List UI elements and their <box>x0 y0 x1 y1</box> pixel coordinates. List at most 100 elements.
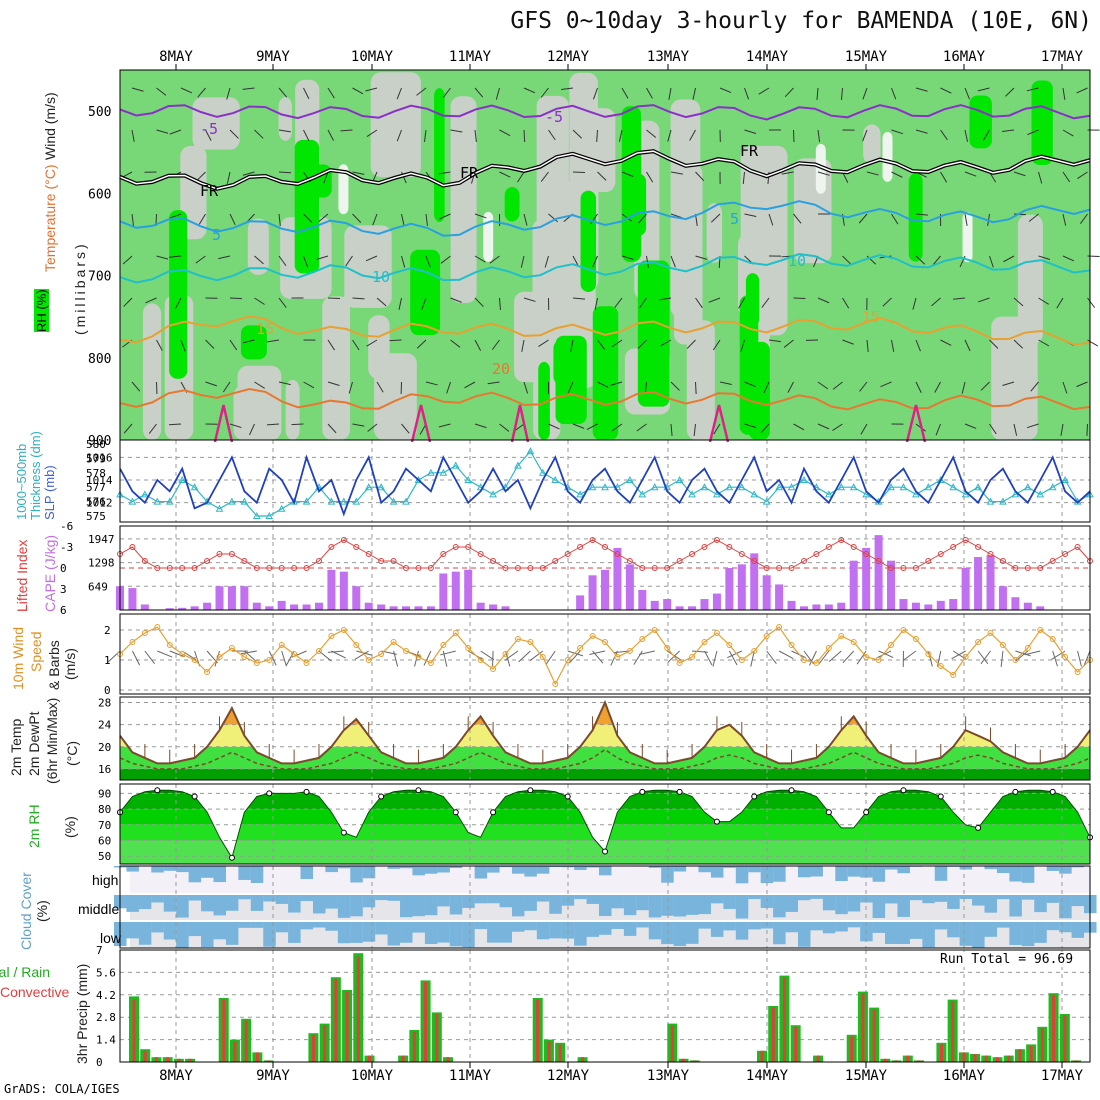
wind-barb <box>122 255 133 265</box>
cloud-bar <box>586 866 600 868</box>
wind-barb <box>964 213 968 226</box>
wind-speed-point <box>427 660 434 666</box>
contour-5 <box>119 200 1091 237</box>
cape-bar <box>352 586 361 610</box>
precip-conv-bar <box>996 1057 999 1062</box>
wind-barb <box>303 381 315 389</box>
wind-barb-10m <box>529 650 544 661</box>
wind-barb <box>303 255 309 268</box>
wind-barb-10m <box>778 650 794 659</box>
li-point <box>539 565 546 571</box>
cape-bar <box>775 584 784 610</box>
wind-speed-point <box>253 660 260 666</box>
cloud-bar <box>312 922 326 928</box>
cloud-bar <box>151 922 164 933</box>
contour-label: 15 <box>256 320 274 338</box>
wind-barb <box>832 423 843 431</box>
wind-speed-point <box>850 639 857 645</box>
cloud-bar <box>972 895 985 906</box>
thickness-point <box>675 475 684 483</box>
precip-conv-bar <box>424 982 428 1062</box>
cloud-bar <box>748 866 761 873</box>
li-tick: 6 <box>60 604 67 617</box>
thickness-point <box>551 475 560 483</box>
precip-conv-bar <box>1040 1028 1044 1062</box>
wind-speed-point <box>166 642 173 648</box>
cape-tick: 649 <box>88 580 108 593</box>
cloud-bar <box>288 922 301 943</box>
li-point <box>514 565 521 571</box>
wind-barb <box>1013 423 1018 436</box>
wind-barb <box>196 171 206 181</box>
wind-speed-point <box>602 639 608 645</box>
thickness-point <box>737 483 746 491</box>
cloud-bar <box>163 866 177 871</box>
precip-conv-bar <box>861 993 865 1062</box>
wind-barb <box>740 339 745 352</box>
wind-barb-10m <box>902 650 917 661</box>
thickness-point <box>775 483 783 491</box>
wind-barb <box>218 255 231 260</box>
cloud-bar <box>710 866 724 878</box>
cloud-bar <box>176 866 189 873</box>
thickness-tick: 577 <box>86 481 106 494</box>
wind-barb <box>521 339 525 352</box>
cape-bar <box>476 602 485 610</box>
li-point <box>253 565 260 571</box>
cape-frame <box>119 525 1091 611</box>
day-label-top: 14MAY <box>746 49 789 65</box>
li-point <box>452 544 459 550</box>
day-label-top: 15MAY <box>845 49 888 65</box>
wind-barb <box>169 129 182 135</box>
cloud-bar <box>847 895 861 912</box>
cloud-bar <box>897 866 910 874</box>
thickness-point <box>650 483 659 491</box>
li-point <box>651 565 658 571</box>
cape-bar <box>874 535 883 610</box>
thickness-tick: 580 <box>86 438 106 451</box>
li-point <box>701 544 708 550</box>
wind-barb <box>266 423 280 426</box>
cape-tick: 1298 <box>88 557 115 570</box>
cape-bar <box>165 608 174 610</box>
cloud-bar <box>934 922 948 930</box>
cloud-bar <box>860 866 873 878</box>
wind-barb <box>513 423 525 432</box>
cloud-bar <box>487 895 500 904</box>
wind-barb <box>646 171 654 183</box>
li-point <box>863 551 870 557</box>
wind-barb <box>670 171 683 175</box>
cape-bar <box>899 599 908 610</box>
li-point <box>875 558 882 564</box>
thickness-point <box>228 497 236 505</box>
li-point <box>129 544 136 550</box>
cloud-bar <box>1059 895 1072 919</box>
precip-conv-bar <box>939 1044 943 1062</box>
precip-conv-bar <box>345 991 349 1062</box>
cloud-level-high: high <box>92 872 119 888</box>
li-point <box>639 565 646 571</box>
wind-barb <box>446 381 451 394</box>
rh-point <box>340 829 347 836</box>
wind-barb <box>540 87 549 98</box>
wind-barb <box>668 87 672 100</box>
li-point <box>763 565 770 571</box>
wind-barb <box>597 171 607 181</box>
cape-bar <box>588 575 597 610</box>
rh-tick: 80 <box>98 803 111 816</box>
wind-barb <box>425 213 428 226</box>
cloud-bar <box>661 866 674 883</box>
precip-conv-bar <box>973 1054 977 1062</box>
wind-barb <box>229 339 238 351</box>
wind-barb-10m <box>1077 650 1082 667</box>
wind-barb <box>416 87 427 96</box>
rh-label-2: (%) <box>62 816 78 838</box>
wind-barb <box>156 129 169 134</box>
cloud-bar <box>126 895 139 912</box>
wind-barb-10m <box>131 650 141 666</box>
wind-speed-point <box>900 627 907 633</box>
cloud-bar <box>686 922 699 944</box>
wind-barb <box>540 171 549 182</box>
wind-barb <box>915 381 922 393</box>
precip-conv-bar <box>222 999 226 1062</box>
